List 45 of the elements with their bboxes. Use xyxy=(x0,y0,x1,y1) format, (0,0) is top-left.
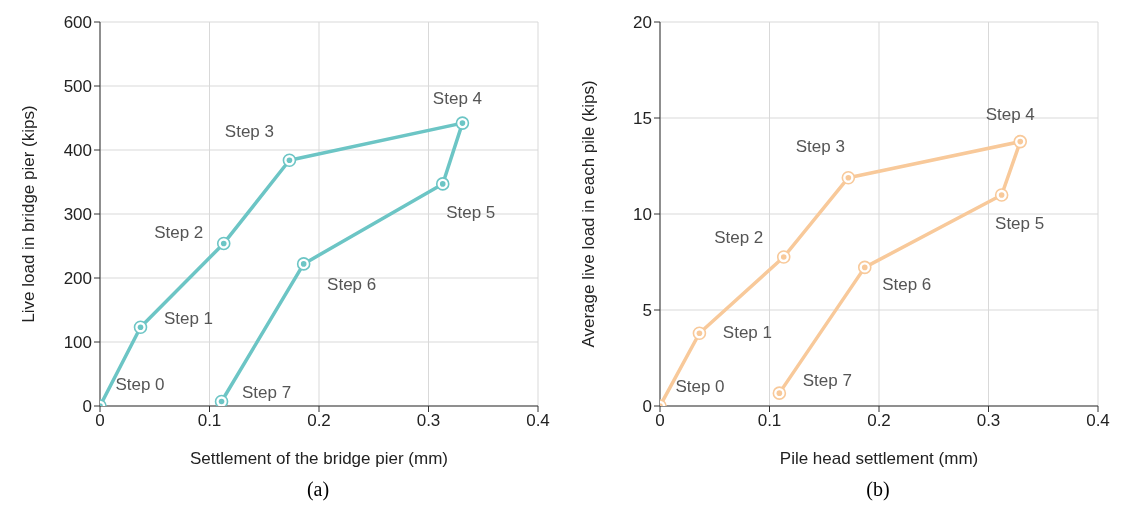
x-tick-label: 0 xyxy=(655,411,665,431)
x-axis-title: Pile head settlement (mm) xyxy=(779,449,979,468)
annotation: Step 1 xyxy=(722,322,772,342)
text: (b) xyxy=(865,478,891,501)
y-tick-label: 5 xyxy=(642,301,652,321)
x-tick-label: 0.1 xyxy=(757,411,782,431)
x-tick-label: 0.4 xyxy=(526,411,550,431)
annotation: Step 6 xyxy=(327,275,377,295)
x-tick-label: 0.3 xyxy=(976,411,1001,431)
annotation: Step 7 xyxy=(241,383,292,402)
annotation: Step 0 xyxy=(675,377,725,397)
annotation: Step 7 xyxy=(802,370,852,390)
x-tick-label: 0 xyxy=(95,411,105,431)
y-tick-label: 500 xyxy=(63,77,92,97)
annotation: Step 2 xyxy=(714,228,764,248)
y-tick-label: 15 xyxy=(633,109,652,129)
annotation: Step 2 xyxy=(154,222,204,242)
annotation: Step 6 xyxy=(882,274,932,294)
annotation: Step 1 xyxy=(163,308,214,328)
y-tick-label: 300 xyxy=(63,205,92,225)
x-tick-label: 0.2 xyxy=(307,411,331,431)
annotation: Step 5 xyxy=(995,214,1045,234)
annotation: Step 5 xyxy=(446,203,496,223)
y-tick-label: 0 xyxy=(642,397,652,417)
annotation: Step 3 xyxy=(224,121,275,141)
y-tick-label: 0 xyxy=(82,397,92,417)
y-axis-title: Live load in bridge pier (kips) xyxy=(19,105,39,323)
y-tick-label: 200 xyxy=(63,269,92,289)
annotation: Step 3 xyxy=(795,137,845,157)
y-tick-label: 400 xyxy=(63,141,92,161)
y-tick-label: 20 xyxy=(633,13,652,33)
y-tick-label: 100 xyxy=(63,333,92,353)
x-tick-label: 0.3 xyxy=(416,411,441,431)
text: (a) xyxy=(305,478,331,501)
annotation: Step 4 xyxy=(432,88,483,108)
y-tick-label: 600 xyxy=(63,13,92,33)
x-tick-label: 0.2 xyxy=(867,411,891,431)
annotation: Step 4 xyxy=(985,105,1035,125)
x-tick-label: 0.1 xyxy=(197,411,222,431)
x-axis-title: Settlement of the bridge pier (mm) xyxy=(190,449,448,468)
x-tick-label: 0.4 xyxy=(1086,411,1110,431)
y-axis-title: Average live load in each pile (kips) xyxy=(579,80,599,348)
y-tick-label: 10 xyxy=(633,205,652,225)
point xyxy=(214,394,229,406)
annotation: Step 0 xyxy=(115,375,165,395)
